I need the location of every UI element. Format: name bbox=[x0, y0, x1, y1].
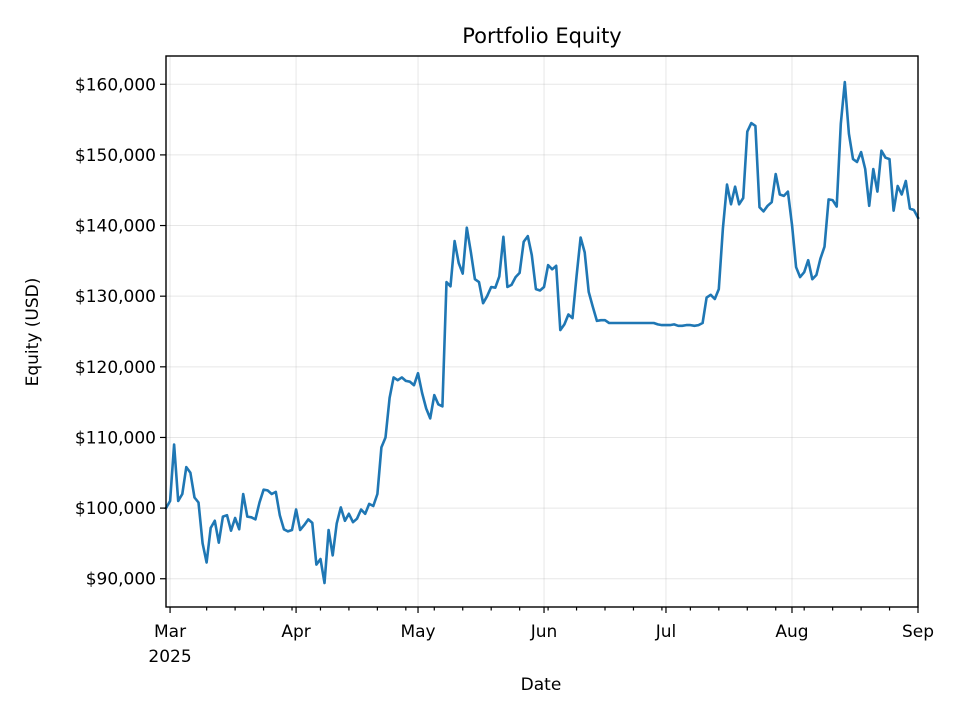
y-tick-label: $120,000 bbox=[75, 358, 156, 378]
y-axis-label: Equity (USD) bbox=[23, 278, 43, 387]
y-tick-label: $90,000 bbox=[86, 570, 156, 590]
y-axis-ticks: $90,000 $100,000 $110,000 $120,000 $130,000 $… bbox=[75, 75, 166, 590]
y-tick-label: $140,000 bbox=[75, 217, 156, 237]
x-tick-label: May bbox=[400, 622, 435, 642]
x-tick-label: Sep bbox=[902, 622, 934, 642]
x-tick-label: Aug bbox=[775, 622, 808, 642]
x-tick-label: Apr bbox=[281, 622, 310, 642]
y-tick-label: $130,000 bbox=[75, 287, 156, 307]
chart-title: Portfolio Equity bbox=[462, 24, 621, 48]
x-tick-label: Jul bbox=[655, 622, 677, 642]
y-tick-label: $100,000 bbox=[75, 499, 156, 519]
y-tick-label: $150,000 bbox=[75, 146, 156, 166]
series-layer bbox=[164, 80, 920, 585]
x-axis-ticks: Mar 2025 Apr May Jun Jul Aug Sep bbox=[148, 607, 934, 667]
y-tick-label: $110,000 bbox=[75, 428, 156, 448]
x-tick-sublabel: 2025 bbox=[148, 647, 191, 667]
x-axis-label: Date bbox=[521, 675, 562, 695]
y-tick-label: $160,000 bbox=[75, 75, 156, 95]
plot-frame bbox=[165, 55, 919, 608]
x-tick-label: Mar bbox=[154, 622, 186, 642]
x-tick-label: Jun bbox=[530, 622, 558, 642]
equity-series-line bbox=[164, 80, 920, 585]
